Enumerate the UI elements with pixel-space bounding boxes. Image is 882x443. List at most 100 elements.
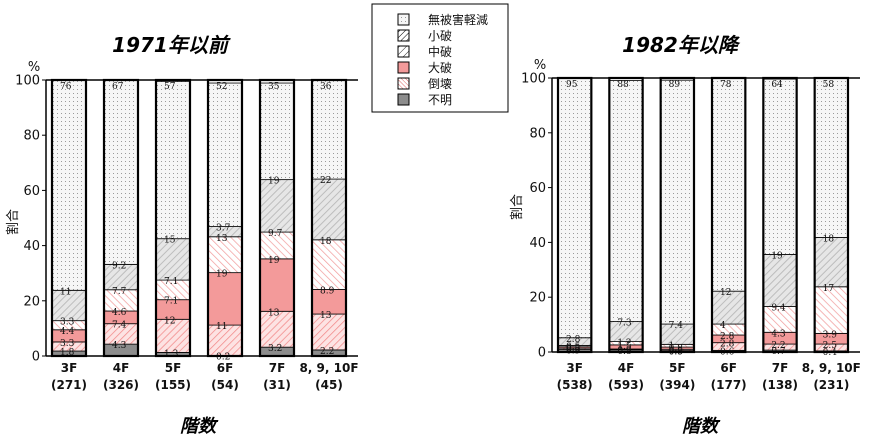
bar-segment-none bbox=[311, 79, 347, 180]
bar-segment-major bbox=[207, 272, 243, 326]
data-label: 2.5 bbox=[823, 341, 838, 351]
category-count: (538) bbox=[557, 378, 593, 392]
category-count: (394) bbox=[659, 378, 695, 392]
chart-panel-left: 0204060801001.83.34.43.311763F(271)4.37.… bbox=[15, 74, 363, 392]
left-chart-title: 1971年以前 bbox=[112, 33, 231, 57]
legend-swatch-major bbox=[397, 61, 410, 74]
data-label: 0.4 bbox=[823, 348, 838, 358]
data-label: 15 bbox=[164, 236, 176, 246]
bar-segment-collapse bbox=[259, 310, 295, 348]
right-y-label: 割合 bbox=[509, 194, 525, 220]
data-label: 19 bbox=[771, 251, 783, 261]
data-label: 2.2 bbox=[320, 347, 334, 357]
data-label: 67 bbox=[112, 82, 124, 92]
bar-gap bbox=[798, 76, 814, 354]
category-count: (155) bbox=[155, 378, 191, 392]
data-label: 7.1 bbox=[164, 277, 178, 287]
category-label: 7F bbox=[269, 361, 286, 375]
bar-stack: 3.2 13 19 9.7 19 35 bbox=[258, 78, 296, 358]
y-tick-label: 100 bbox=[15, 74, 40, 89]
category-count: (231) bbox=[813, 378, 849, 392]
left-x-label: 階数 bbox=[180, 416, 219, 437]
data-label: 88 bbox=[617, 80, 629, 90]
bar-stack: 4.3 7.4 4.6 7.7 9.2 67 bbox=[102, 78, 140, 358]
data-label: 1.8 bbox=[60, 348, 75, 358]
bar-gap bbox=[191, 78, 207, 358]
data-label: 7.3 bbox=[617, 319, 632, 329]
bar-segment-none bbox=[103, 79, 139, 265]
bar-segment-medium bbox=[814, 286, 849, 334]
legend-swatch-unknown bbox=[397, 93, 410, 106]
data-label: 4.6 bbox=[112, 308, 127, 318]
data-label: 0.8 bbox=[669, 344, 684, 354]
data-label: 7.4 bbox=[112, 321, 127, 331]
category-count: (45) bbox=[315, 378, 343, 392]
data-label: 19 bbox=[216, 270, 228, 280]
data-label: 58 bbox=[823, 80, 835, 90]
data-label: 22 bbox=[320, 176, 331, 186]
y-tick-label: 100 bbox=[521, 72, 546, 87]
legend-swatch-collapse bbox=[397, 77, 410, 90]
data-label: 18 bbox=[320, 237, 332, 247]
data-label: 57 bbox=[164, 82, 176, 92]
bar-stack: 0.2 11 19 133.7 52 bbox=[206, 78, 244, 362]
data-label: 4.4 bbox=[60, 327, 75, 337]
category-label: 5F bbox=[669, 361, 686, 375]
data-label: 12 bbox=[720, 288, 731, 298]
category-label: 5F bbox=[165, 361, 182, 375]
bar-gap bbox=[347, 78, 363, 358]
left-y-unit: % bbox=[28, 60, 40, 75]
legend-frame bbox=[371, 3, 509, 113]
bar-gap bbox=[139, 78, 155, 358]
bar-segment-none bbox=[814, 78, 849, 238]
y-tick-label: 80 bbox=[529, 126, 546, 141]
right-x-label: 階数 bbox=[682, 416, 721, 437]
category-label: 3F bbox=[61, 361, 78, 375]
bar-stack: 0.80.31.51.27.388 bbox=[608, 76, 644, 357]
legend-label-none: 無被害軽減 bbox=[428, 12, 488, 27]
category-count: (326) bbox=[103, 378, 139, 392]
category-label: 7F bbox=[772, 361, 789, 375]
y-tick-label: 0 bbox=[538, 346, 546, 361]
bar-segment-minor bbox=[762, 254, 798, 307]
bar-gap bbox=[295, 78, 311, 358]
data-label: 52 bbox=[216, 82, 227, 92]
data-label: 8.9 bbox=[320, 286, 335, 296]
category-count: (593) bbox=[608, 378, 644, 392]
data-label: 9.4 bbox=[771, 304, 786, 314]
data-label: 64 bbox=[771, 80, 783, 90]
data-label: 17 bbox=[823, 284, 835, 294]
bar-segment-medium bbox=[311, 239, 347, 290]
data-label: 95 bbox=[566, 80, 578, 90]
bar-segment-none bbox=[608, 80, 644, 322]
bar-gap bbox=[746, 76, 762, 354]
bar-segment-major bbox=[259, 258, 295, 312]
data-label: 2.2 bbox=[771, 341, 785, 351]
bar-stack: 2.2 13 8.9 18 22 36 bbox=[310, 78, 348, 358]
data-label: 0.5 bbox=[566, 342, 581, 352]
bar-segment-minor bbox=[814, 237, 849, 288]
category-label: 6F bbox=[217, 361, 234, 375]
category-count: (138) bbox=[762, 378, 798, 392]
data-label: 89 bbox=[669, 80, 681, 90]
bar-stack: 0.90.50.50.52.895 bbox=[556, 76, 593, 357]
data-label: 13 bbox=[268, 308, 280, 318]
data-label: 11 bbox=[60, 287, 71, 297]
bar-stack: 0.50.50.817.489 bbox=[659, 76, 696, 358]
legend-swatch-minor bbox=[397, 29, 410, 42]
data-label: 3.3 bbox=[60, 339, 75, 349]
chart-panel-right: 0204060801000.90.50.50.52.8953F(538)0.80… bbox=[521, 72, 865, 392]
bar-segment-none bbox=[711, 77, 746, 292]
data-label: 1.5 bbox=[617, 342, 632, 352]
bar-gap bbox=[849, 76, 865, 354]
bar-segment-minor bbox=[311, 178, 347, 241]
data-label: 0.3 bbox=[617, 346, 632, 356]
data-label: 3.7 bbox=[216, 224, 231, 234]
legend-label-major: 大破 bbox=[428, 60, 452, 75]
data-label: 76 bbox=[60, 82, 72, 92]
